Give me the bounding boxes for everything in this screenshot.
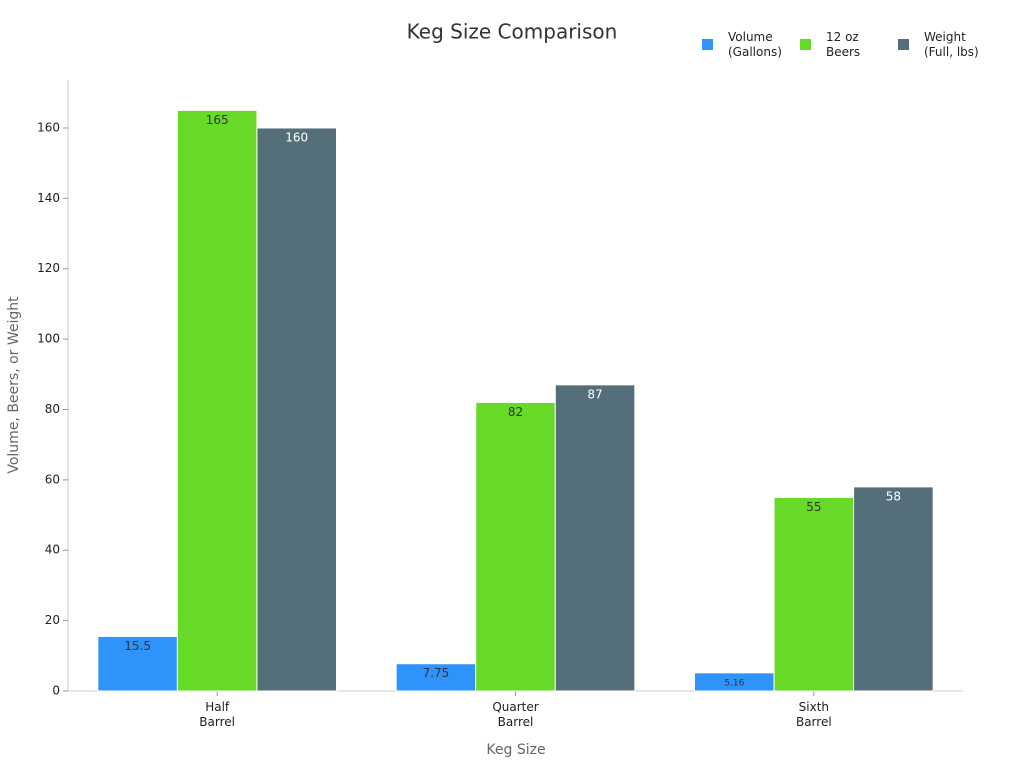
x-tick-label: Sixth Barrel	[795, 700, 832, 729]
legend-label[interactable]: Volume (Gallons)	[728, 30, 782, 59]
data-label: 15.5	[124, 639, 151, 653]
x-tick-label: Quarter Barrel	[492, 700, 539, 729]
bar	[853, 486, 934, 692]
legend-swatch	[702, 39, 713, 50]
bar	[176, 109, 258, 692]
data-label: 165	[206, 113, 229, 127]
legend-label[interactable]: 12 oz Beers	[826, 30, 861, 59]
bar	[97, 635, 178, 692]
y-tick-label: 160	[37, 120, 60, 134]
legend-swatch	[800, 39, 811, 50]
data-label: 55	[806, 500, 821, 514]
y-tick-label: 100	[37, 332, 60, 346]
y-tick-label: 0	[52, 684, 60, 698]
data-label: 58	[886, 489, 901, 503]
bar	[475, 401, 556, 692]
bar	[395, 663, 477, 692]
y-tick-label: 60	[45, 472, 60, 486]
bar	[773, 496, 855, 692]
y-tick-label: 20	[45, 613, 60, 627]
legend-swatch	[898, 39, 909, 50]
x-axis-title: Keg Size	[486, 742, 545, 758]
data-label: 7.75	[423, 666, 450, 680]
y-axis-title: Volume, Beers, or Weight	[6, 296, 22, 474]
data-label: 82	[508, 405, 523, 419]
y-tick-label: 40	[45, 543, 60, 557]
data-label: 5.16	[724, 678, 744, 688]
y-tick-label: 80	[45, 402, 60, 416]
y-tick-label: 120	[37, 261, 60, 275]
bar	[256, 127, 338, 692]
bar	[554, 384, 636, 692]
x-tick-label: Half Barrel	[199, 700, 235, 729]
data-label: 160	[285, 130, 308, 144]
y-tick-label: 140	[37, 191, 60, 205]
data-label: 87	[587, 387, 602, 401]
chart-title: Keg Size Comparison	[407, 20, 618, 44]
legend-label[interactable]: Weight (Full, lbs)	[924, 30, 979, 59]
